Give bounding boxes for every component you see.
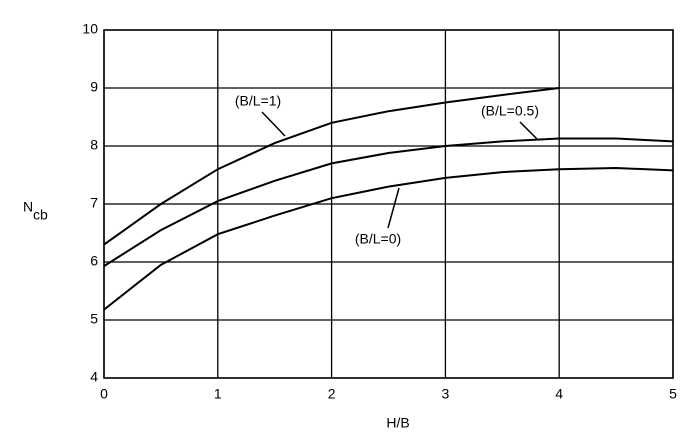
series-line: [103, 166, 674, 311]
y-tick-label: 10: [82, 21, 98, 37]
annotation-leader: [387, 187, 400, 229]
series-annotation: (B/L=0): [355, 231, 401, 247]
x-tick-label: 1: [214, 386, 222, 402]
y-tick-label: 4: [90, 369, 98, 385]
series-annotation: (B/L=1): [235, 93, 281, 109]
annotation-leader: [261, 111, 286, 137]
y-axis-label-subscript: cb: [33, 207, 48, 223]
series-annotation: (B/L=0.5): [481, 103, 539, 119]
y-tick-label: 5: [90, 311, 98, 327]
x-tick-label: 3: [442, 386, 450, 402]
x-axis-label: H/B: [386, 415, 409, 431]
plot-frame: [103, 29, 674, 379]
series-line: [103, 87, 560, 246]
x-tick-label: 2: [328, 386, 336, 402]
x-tick-label: 0: [100, 386, 108, 402]
y-tick-label: 6: [90, 253, 98, 269]
y-tick-label: 7: [90, 195, 98, 211]
y-tick-label: 8: [90, 137, 98, 153]
series-line: [103, 137, 674, 267]
x-tick-label: 5: [669, 386, 677, 402]
y-tick-label: 9: [90, 79, 98, 95]
x-tick-label: 4: [555, 386, 563, 402]
annotation-leader: [519, 121, 538, 140]
y-axis-label: N: [23, 199, 33, 215]
